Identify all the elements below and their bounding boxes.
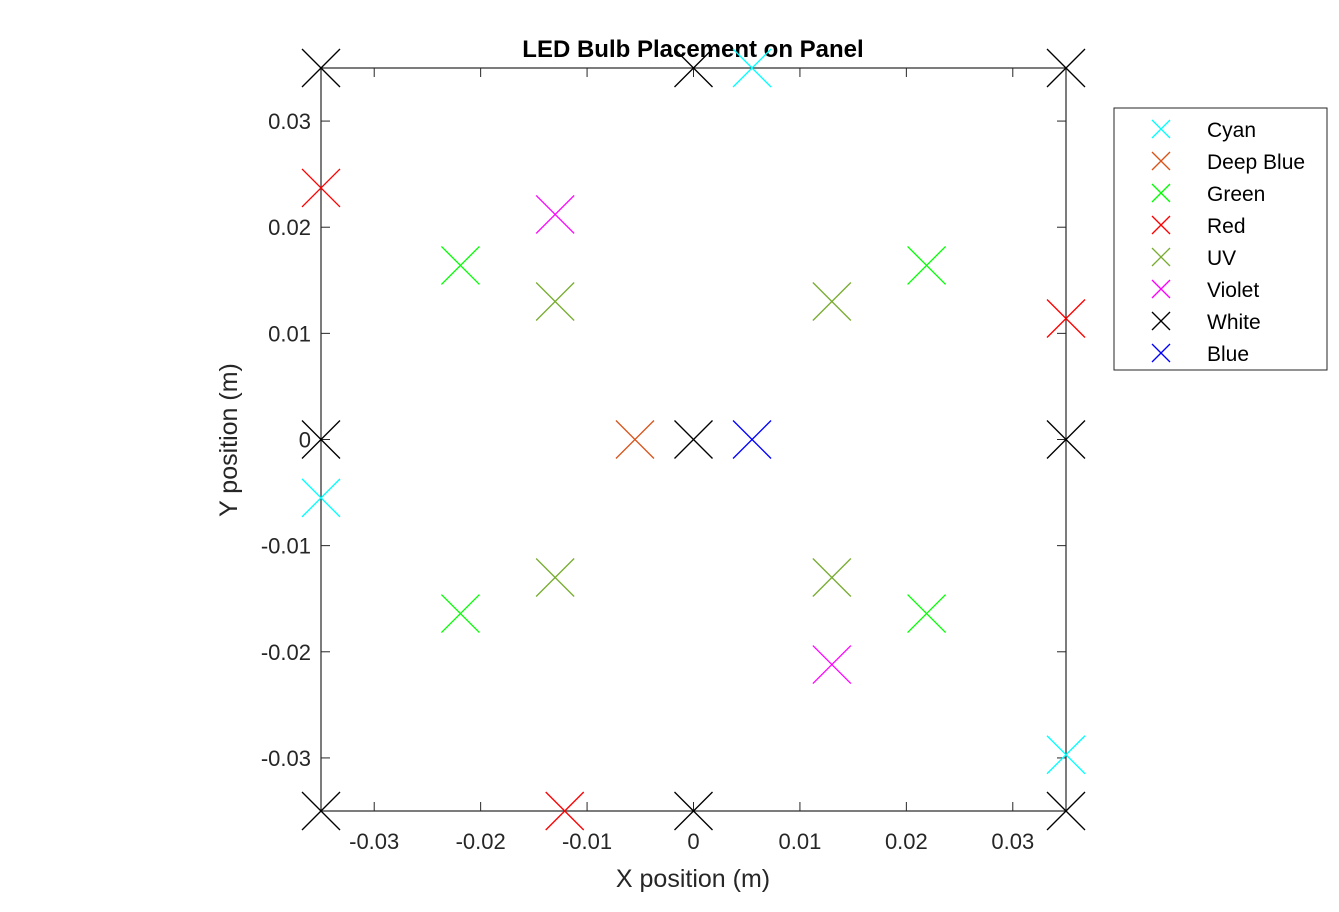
x-tick-label: -0.02 xyxy=(456,829,506,854)
y-tick-label: -0.03 xyxy=(261,746,311,771)
data-point xyxy=(1046,735,1086,775)
legend-item: Violet xyxy=(1151,279,1259,302)
legend-marker xyxy=(1151,343,1171,363)
legend-label: UV xyxy=(1207,247,1236,270)
x-tick-label: 0.02 xyxy=(885,829,928,854)
legend-marker xyxy=(1151,151,1171,171)
data-point xyxy=(301,791,341,831)
x-tick-label: 0.01 xyxy=(779,829,822,854)
legend-label: Green xyxy=(1207,183,1265,206)
legend-label: Cyan xyxy=(1207,119,1256,142)
y-tick-label: -0.01 xyxy=(261,534,311,559)
x-tick-label: 0.03 xyxy=(991,829,1034,854)
legend-item: Blue xyxy=(1151,343,1249,366)
legend-marker xyxy=(1151,119,1171,139)
data-point xyxy=(1046,791,1086,831)
series-violet xyxy=(535,195,852,684)
legend-label: White xyxy=(1207,311,1261,334)
data-point xyxy=(812,282,852,321)
y-tick-label: 0.03 xyxy=(268,109,311,134)
data-point xyxy=(674,420,713,459)
data-point xyxy=(301,168,341,208)
data-point xyxy=(812,645,852,684)
data-point xyxy=(301,420,341,459)
series-green xyxy=(440,245,947,634)
data-point xyxy=(440,594,480,634)
legend-label: Deep Blue xyxy=(1207,151,1305,174)
data-point xyxy=(615,420,655,459)
axis-ticks: -0.03 -0.02 -0.01 0 0.01 0.02 0.03 -0.03 -0.02 -0… xyxy=(261,68,1066,854)
legend-item: White xyxy=(1151,311,1261,334)
legend-label: Red xyxy=(1207,215,1246,238)
data-point xyxy=(907,594,947,634)
data-point xyxy=(1046,299,1086,338)
data-point xyxy=(301,478,341,518)
series-deep-blue xyxy=(615,420,655,459)
legend-marker xyxy=(1151,183,1171,203)
data-point xyxy=(674,791,713,831)
data-point xyxy=(535,195,575,234)
legend-item: Cyan xyxy=(1151,119,1256,142)
series-white xyxy=(301,48,1086,831)
legend-item: Red xyxy=(1151,215,1246,238)
series-layer xyxy=(301,48,1086,831)
data-point xyxy=(732,48,772,88)
legend: Cyan Deep Blue Green Red UV Violet White Blue xyxy=(1113,107,1328,371)
data-point xyxy=(440,245,480,285)
series-blue xyxy=(732,420,772,459)
y-tick-label: -0.02 xyxy=(261,640,311,665)
data-point xyxy=(1046,420,1086,459)
legend-marker xyxy=(1151,311,1171,331)
legend-item: UV xyxy=(1151,247,1236,270)
y-tick-label: 0.01 xyxy=(268,321,311,346)
series-uv xyxy=(535,282,852,597)
data-point xyxy=(812,558,852,597)
data-point xyxy=(907,245,947,285)
x-tick-label: 0 xyxy=(687,829,699,854)
data-point xyxy=(301,48,341,88)
series-red xyxy=(301,168,1086,831)
y-tick-label: 0.02 xyxy=(268,215,311,240)
y-tick-label: 0 xyxy=(299,428,311,453)
legend-item: Green xyxy=(1151,183,1265,206)
x-axis-label: X position (m) xyxy=(616,865,770,893)
data-point xyxy=(535,282,575,321)
legend-label: Blue xyxy=(1207,343,1249,366)
legend-box xyxy=(1113,107,1328,371)
legend-marker xyxy=(1151,247,1171,267)
data-point xyxy=(732,420,772,459)
legend-marker xyxy=(1151,279,1171,299)
chart-title: LED Bulb Placement on Panel xyxy=(522,36,863,63)
legend-label: Violet xyxy=(1207,279,1259,302)
data-point xyxy=(535,558,575,597)
series-cyan xyxy=(301,48,1086,775)
data-point xyxy=(545,791,585,831)
legend-item: Deep Blue xyxy=(1151,151,1305,174)
x-tick-label: -0.03 xyxy=(349,829,399,854)
data-point xyxy=(1046,48,1086,88)
data-point xyxy=(674,48,713,88)
legend-marker xyxy=(1151,215,1171,235)
y-axis-label: Y position (m) xyxy=(215,363,243,517)
x-tick-label: -0.01 xyxy=(562,829,612,854)
